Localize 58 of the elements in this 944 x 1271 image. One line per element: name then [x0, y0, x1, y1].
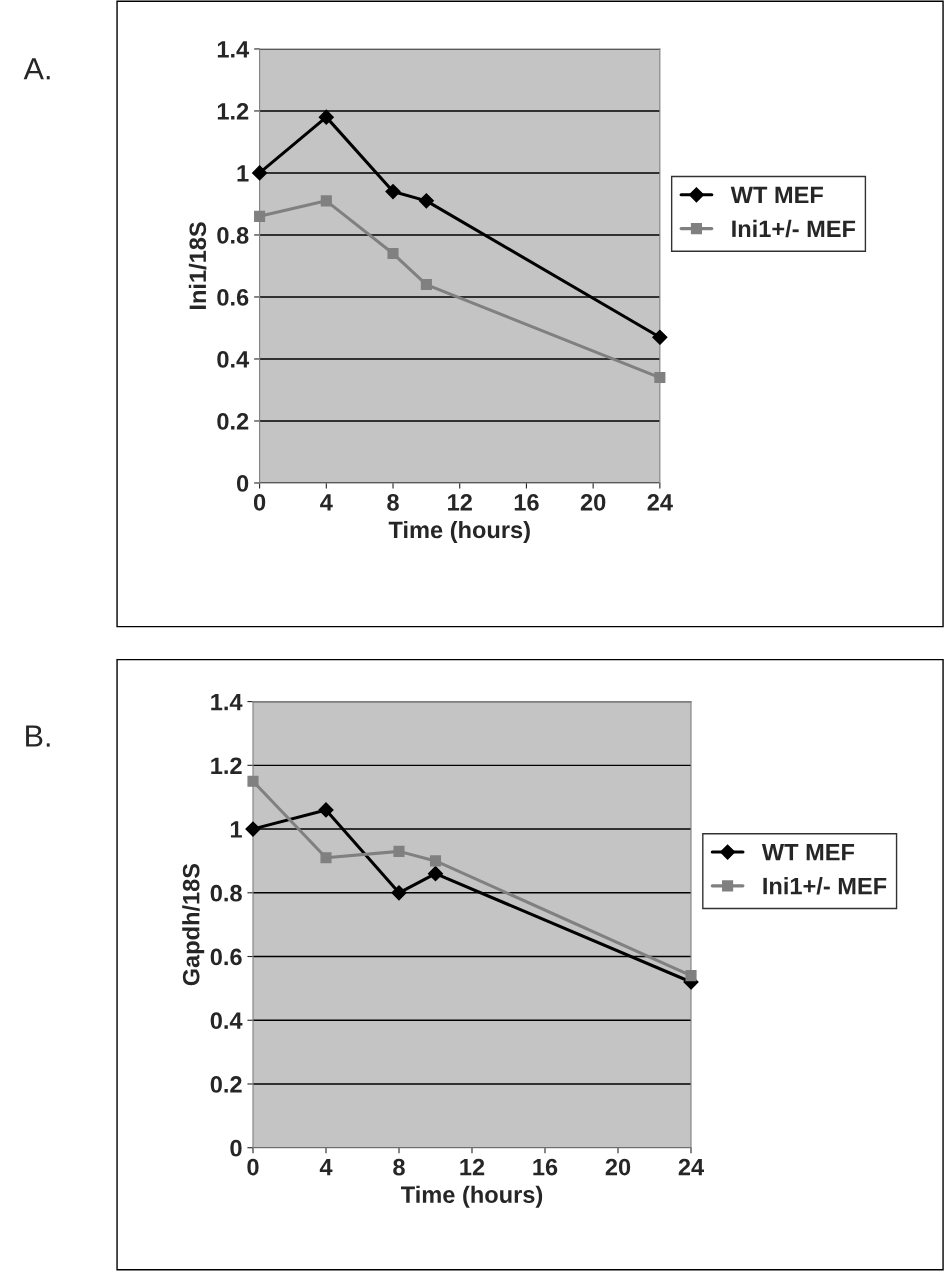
- point: [654, 372, 666, 384]
- point: [318, 109, 334, 125]
- x-tick-label: 8: [393, 1158, 405, 1176]
- point: [393, 845, 405, 857]
- point: [245, 821, 261, 837]
- y-tick-label: 1.2: [211, 757, 242, 774]
- legend-label: WT MEF: [761, 844, 855, 861]
- y-tick-label: 1.2: [217, 103, 249, 120]
- legend-label: Ini1+/- MEF: [763, 877, 887, 895]
- point: [427, 866, 444, 882]
- x-tick-label: 20: [580, 494, 606, 511]
- point: [318, 802, 334, 818]
- point: [254, 210, 266, 222]
- y-tick-label: 0.2: [217, 413, 249, 430]
- y-tick-label: 1.4: [217, 41, 250, 58]
- point: [320, 852, 332, 864]
- y-tick-label: 0.4: [217, 351, 250, 368]
- y-tick-label: 0.2: [210, 1076, 242, 1093]
- y-tick-label: 0.4: [210, 1012, 243, 1030]
- point: [391, 885, 407, 901]
- x-tick-label: 4: [319, 1159, 333, 1176]
- point: [652, 329, 668, 345]
- y-axis-title: Ini1/18S: [188, 222, 207, 309]
- x-tick-label: 16: [514, 494, 539, 511]
- point: [429, 855, 442, 867]
- legend-label: Ini1+/- MEF: [732, 219, 856, 238]
- y-axis-title: Gapdh/18S: [182, 863, 205, 986]
- x-tick-label: 12: [460, 1158, 485, 1176]
- y-tick-label: 0: [236, 475, 249, 492]
- x-tick-label: 24: [678, 1158, 705, 1176]
- point: [418, 193, 434, 209]
- y-tick-label: 1.4: [211, 693, 243, 711]
- x-tick-label: 0: [253, 494, 266, 511]
- y-tick-label: 1: [237, 165, 249, 182]
- x-tick-label: 24: [647, 494, 673, 511]
- x-axis-title: Time (hours): [388, 520, 530, 543]
- x-tick-label: 20: [605, 1158, 631, 1176]
- chart-title: A.: [23, 58, 50, 80]
- y-tick-label: 0.8: [217, 227, 249, 244]
- point: [252, 165, 268, 181]
- point: [685, 970, 697, 982]
- y-tick-label: 0.6: [217, 289, 249, 306]
- point: [420, 279, 432, 291]
- point: [387, 247, 399, 260]
- x-tick-label: 12: [448, 494, 472, 511]
- text: B.: [26, 725, 50, 747]
- x-tick-label: 8: [387, 494, 399, 511]
- point: [385, 183, 401, 200]
- point: [247, 775, 259, 787]
- legend-label: WT MEF: [730, 186, 823, 204]
- x-tick-label: 16: [533, 1158, 558, 1176]
- y-tick-label: 0.6: [210, 948, 242, 966]
- y-tick-label: 0.8: [210, 884, 242, 902]
- y-tick-label: 1: [230, 821, 242, 838]
- y-tick-label: 0: [230, 1139, 242, 1157]
- x-axis-title: Time (hours): [400, 1185, 543, 1208]
- x-tick-label: 4: [320, 494, 333, 511]
- point: [320, 195, 332, 207]
